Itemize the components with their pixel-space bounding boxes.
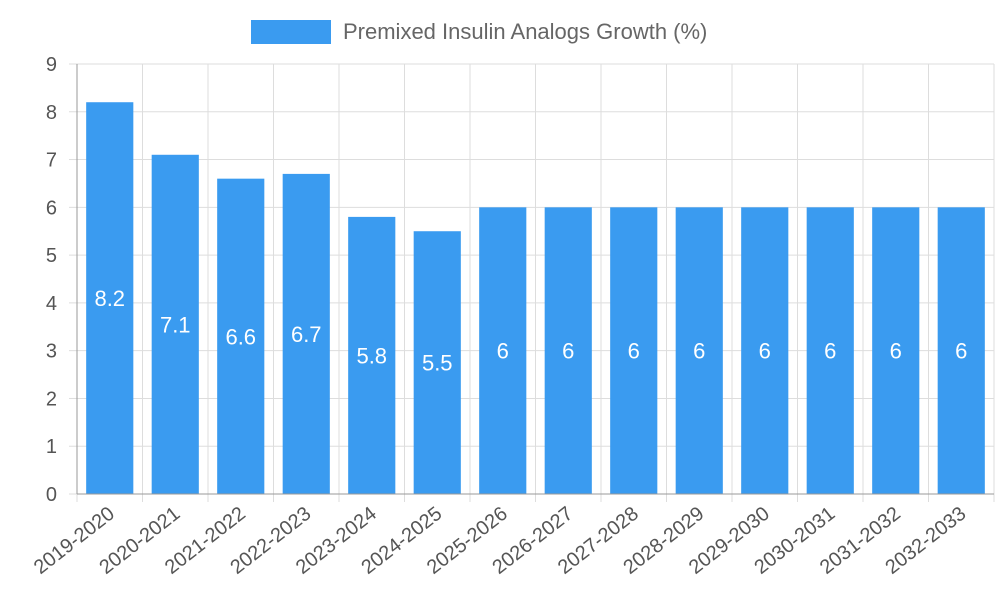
y-tick-label: 9 <box>46 54 57 76</box>
bar[interactable] <box>675 207 723 495</box>
bar[interactable] <box>151 154 199 494</box>
y-tick-label: 6 <box>46 197 57 219</box>
bar-value-label: 6 <box>955 339 967 364</box>
bar[interactable] <box>937 207 985 495</box>
grid <box>76 63 995 502</box>
legend-label: Premixed Insulin Analogs Growth (%) <box>343 19 707 44</box>
bar[interactable] <box>86 102 134 494</box>
bar-value-label: 6 <box>497 339 509 364</box>
bar-value-label: 5.8 <box>356 343 387 368</box>
bars <box>86 102 985 495</box>
bar[interactable] <box>610 207 658 495</box>
bar-value-label: 7.1 <box>160 312 191 337</box>
bar-value-label: 6.7 <box>291 322 322 347</box>
y-tick-label: 1 <box>46 436 57 458</box>
bar[interactable] <box>348 216 396 494</box>
bar-value-label: 6 <box>759 339 771 364</box>
bar[interactable] <box>544 207 592 495</box>
y-tick-label: 0 <box>46 484 57 506</box>
bar-value-label: 6.6 <box>225 324 256 349</box>
bar-value-label: 6 <box>693 339 705 364</box>
bar-value-label: 6 <box>824 339 836 364</box>
y-tick-label: 4 <box>46 293 57 315</box>
bar[interactable] <box>282 173 330 494</box>
legend-swatch <box>251 20 331 44</box>
bar-value-label: 8.2 <box>94 286 125 311</box>
bar-value-label: 6 <box>890 339 902 364</box>
bar[interactable] <box>806 207 854 495</box>
bar-value-label: 6 <box>628 339 640 364</box>
bar-value-label: 6 <box>562 339 574 364</box>
bar[interactable] <box>413 231 461 494</box>
bar[interactable] <box>217 178 265 494</box>
y-tick-label: 3 <box>46 341 57 363</box>
bar[interactable] <box>479 207 527 495</box>
bar-value-label: 5.5 <box>422 351 453 376</box>
bar[interactable] <box>741 207 789 495</box>
y-tick-label: 7 <box>46 150 57 172</box>
bar[interactable] <box>872 207 920 495</box>
data-labels: 8.2 7.1 6.6 6.7 5.8 5.5 6 6 6 6 6 6 6 6 <box>94 286 967 376</box>
y-tick-label: 5 <box>46 245 57 267</box>
legend[interactable]: Premixed Insulin Analogs Growth (%) <box>251 19 707 44</box>
y-tick-label: 8 <box>46 102 57 124</box>
y-tick-label: 2 <box>46 388 57 410</box>
